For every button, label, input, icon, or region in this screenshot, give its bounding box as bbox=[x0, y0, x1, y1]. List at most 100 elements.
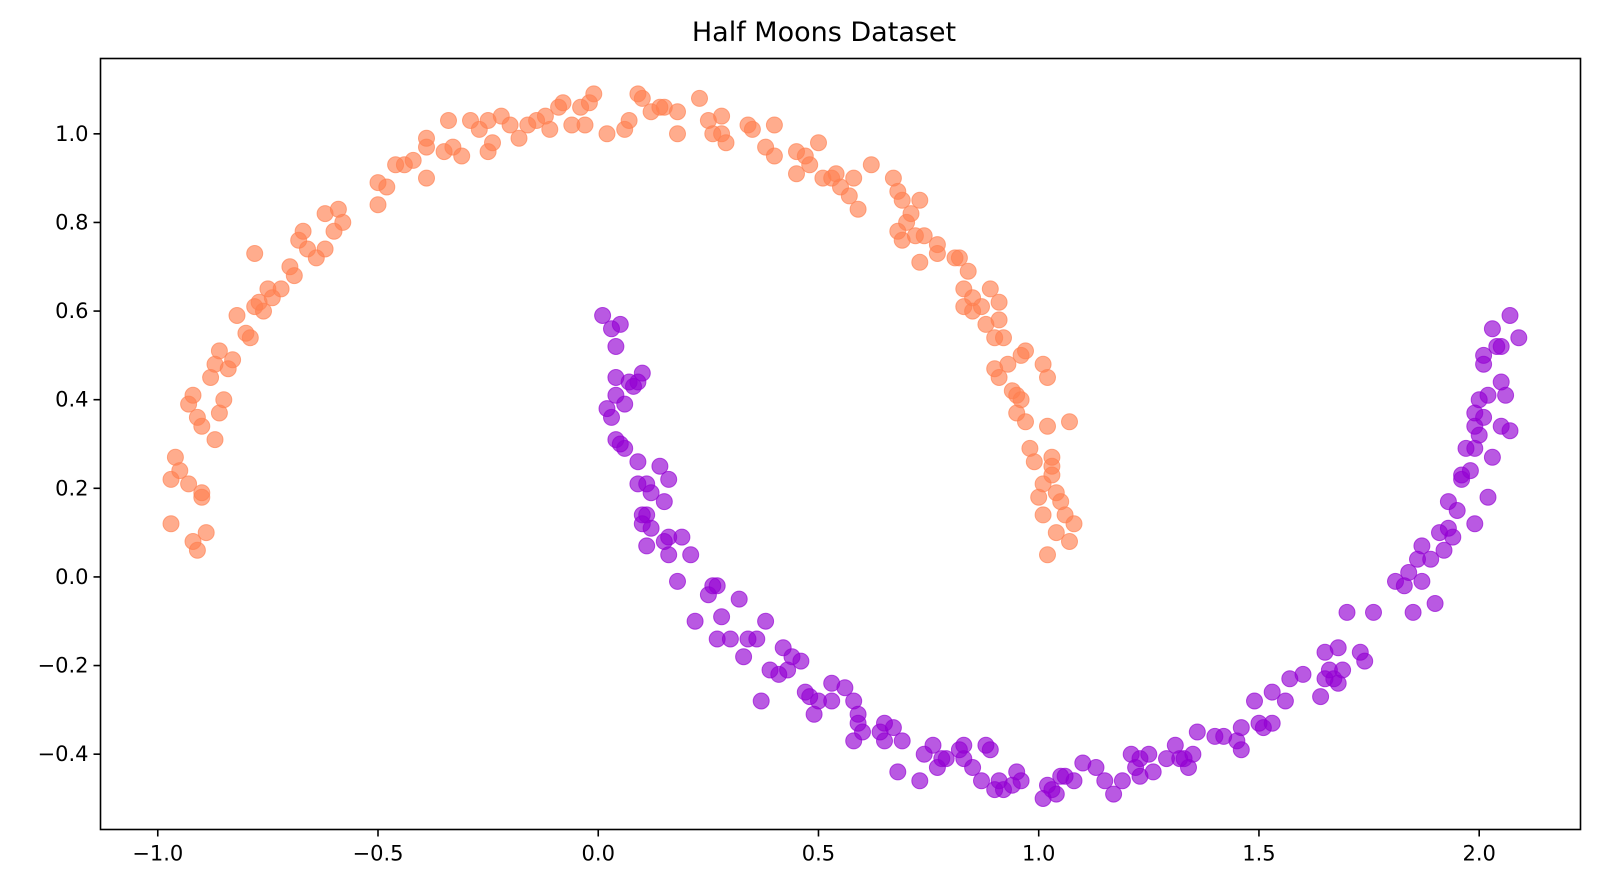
data-point-series-1 bbox=[215, 391, 233, 409]
data-point-series-2 bbox=[1012, 772, 1030, 790]
data-point-series-2 bbox=[1232, 719, 1250, 737]
data-point-series-2 bbox=[642, 484, 660, 502]
data-point-series-1 bbox=[990, 293, 1008, 311]
data-point-series-2 bbox=[1510, 329, 1528, 347]
data-point-series-1 bbox=[1039, 546, 1056, 564]
y-tick-label: −0.2 bbox=[38, 654, 89, 678]
data-point-series-2 bbox=[629, 453, 647, 471]
data-point-series-2 bbox=[660, 546, 678, 564]
y-tick-label: 0.8 bbox=[55, 210, 88, 234]
data-point-series-2 bbox=[1413, 537, 1431, 555]
data-point-series-2 bbox=[964, 759, 982, 776]
data-point-series-2 bbox=[1087, 759, 1105, 776]
data-point-series-1 bbox=[928, 245, 946, 262]
data-point-series-1 bbox=[1065, 515, 1083, 533]
data-point-series-1 bbox=[893, 191, 911, 209]
data-point-series-2 bbox=[1501, 307, 1519, 324]
data-point-series-1 bbox=[510, 129, 528, 147]
data-point-series-1 bbox=[1061, 413, 1078, 431]
x-tick-label: −1.0 bbox=[132, 842, 183, 866]
x-axis: −1.0 −0.5 0.0 0.5 1.0 1.5 2.0 bbox=[132, 829, 1496, 866]
data-point-series-2 bbox=[748, 630, 766, 648]
data-point-series-1 bbox=[810, 134, 827, 152]
data-point-series-2 bbox=[1492, 338, 1510, 355]
data-point-series-2 bbox=[1497, 386, 1515, 404]
data-point-series-2 bbox=[616, 439, 634, 457]
x-tick-label: 0.5 bbox=[802, 842, 835, 866]
x-tick-label: 2.0 bbox=[1462, 842, 1495, 866]
data-point-series-1 bbox=[285, 267, 303, 285]
data-point-series-1 bbox=[1039, 369, 1056, 386]
data-point-series-1 bbox=[995, 329, 1012, 347]
data-point-series-2 bbox=[1144, 763, 1162, 781]
data-point-series-1 bbox=[246, 245, 264, 262]
data-point-series-2 bbox=[651, 457, 669, 475]
data-point-series-1 bbox=[193, 488, 211, 506]
y-tick-label: 1.0 bbox=[55, 122, 88, 146]
data-point-series-1 bbox=[620, 112, 638, 129]
data-point-series-2 bbox=[973, 772, 990, 790]
data-point-series-2 bbox=[1479, 488, 1497, 506]
data-point-series-2 bbox=[1263, 714, 1281, 732]
data-point-series-2 bbox=[633, 364, 651, 382]
data-point-series-2 bbox=[603, 408, 620, 426]
data-point-series-2 bbox=[937, 750, 955, 768]
data-point-series-1 bbox=[788, 165, 805, 183]
data-point-series-2 bbox=[735, 648, 753, 666]
data-point-series-2 bbox=[1065, 772, 1083, 790]
data-point-series-1 bbox=[316, 240, 334, 258]
data-point-series-2 bbox=[752, 692, 770, 710]
data-point-series-1 bbox=[193, 417, 211, 435]
data-point-series-1 bbox=[950, 249, 968, 267]
data-point-series-2 bbox=[1246, 692, 1263, 710]
data-point-series-1 bbox=[418, 129, 435, 147]
data-point-series-2 bbox=[1096, 772, 1114, 790]
data-point-series-1 bbox=[241, 329, 259, 347]
data-point-series-1 bbox=[228, 307, 246, 324]
data-point-series-2 bbox=[713, 608, 731, 626]
data-point-series-2 bbox=[682, 546, 700, 564]
data-point-series-1 bbox=[669, 103, 686, 121]
data-point-series-1 bbox=[171, 462, 189, 480]
data-point-series-2 bbox=[1113, 772, 1131, 790]
data-point-series-1 bbox=[162, 515, 180, 533]
data-point-series-1 bbox=[959, 262, 977, 280]
data-point-series-1 bbox=[501, 116, 519, 134]
data-point-series-2 bbox=[1365, 603, 1382, 621]
data-point-series-1 bbox=[981, 280, 999, 298]
data-point-series-1 bbox=[990, 369, 1008, 386]
data-point-series-2 bbox=[1105, 785, 1123, 803]
data-point-series-2 bbox=[1475, 346, 1493, 364]
x-tick-label: 1.5 bbox=[1242, 842, 1275, 866]
data-point-series-2 bbox=[1334, 661, 1352, 679]
data-point-series-1 bbox=[1034, 506, 1052, 524]
data-point-series-1 bbox=[598, 125, 616, 143]
data-point-series-1 bbox=[765, 116, 783, 134]
data-point-series-2 bbox=[594, 307, 612, 324]
data-point-series-2 bbox=[1294, 665, 1312, 683]
data-point-series-1 bbox=[1047, 524, 1065, 542]
data-point-series-1 bbox=[669, 125, 686, 143]
data-point-series-1 bbox=[554, 94, 572, 112]
data-point-series-1 bbox=[585, 85, 603, 103]
data-point-series-1 bbox=[1012, 391, 1030, 409]
data-point-series-2 bbox=[1356, 652, 1374, 670]
data-point-series-2 bbox=[655, 493, 673, 511]
data-point-series-2 bbox=[673, 528, 691, 546]
x-tick-label: 0.0 bbox=[582, 842, 615, 866]
data-point-series-1 bbox=[184, 386, 202, 404]
data-point-series-2 bbox=[1413, 572, 1431, 590]
data-point-series-2 bbox=[1466, 515, 1484, 533]
y-tick-label: 0.2 bbox=[55, 476, 88, 500]
data-point-series-2 bbox=[1188, 723, 1206, 741]
data-point-series-2 bbox=[757, 612, 775, 630]
data-point-series-1 bbox=[334, 213, 352, 231]
data-point-series-2 bbox=[1338, 603, 1356, 621]
y-tick-label: 0.0 bbox=[55, 565, 88, 589]
data-point-series-1 bbox=[224, 351, 242, 369]
data-point-series-2 bbox=[611, 315, 629, 333]
data-point-series-2 bbox=[1483, 448, 1501, 466]
data-point-series-1 bbox=[902, 205, 920, 223]
data-point-series-2 bbox=[1276, 692, 1294, 710]
data-point-series-2 bbox=[836, 679, 854, 697]
